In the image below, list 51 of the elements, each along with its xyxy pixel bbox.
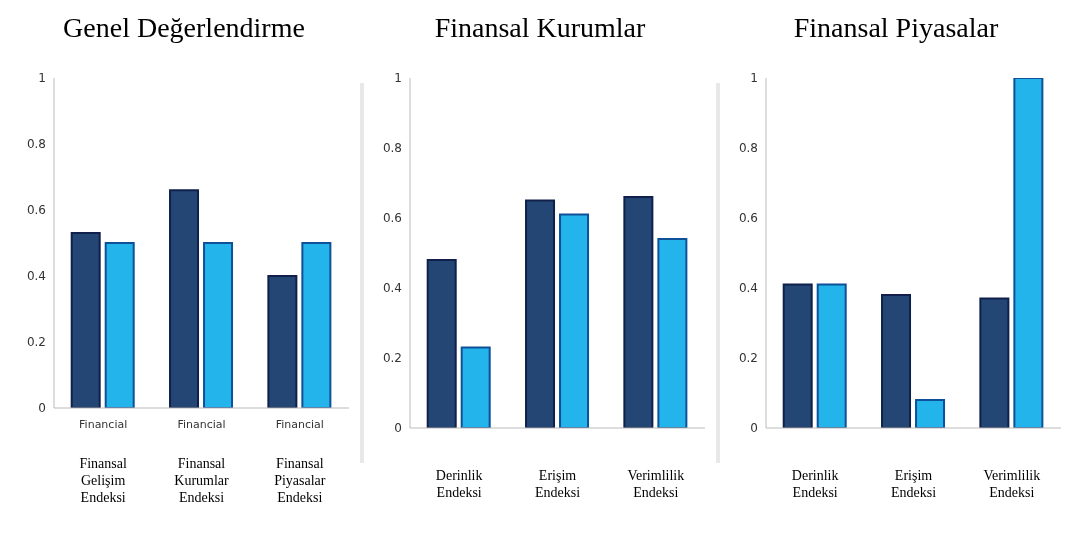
text: Financial (275, 418, 324, 431)
bar (782, 283, 813, 428)
bar (70, 232, 101, 408)
y-tick-label: 0.8 (738, 141, 758, 156)
x-tick-label: Verimlilik Endeksi (627, 468, 685, 500)
y-tick-label: 0.8 (26, 137, 46, 152)
chart-title: Finansal Piyasalar (793, 11, 999, 45)
bar (979, 297, 1010, 428)
x-tick-label: Derinlik Endeksi (435, 468, 483, 500)
y-tick-label: 0 (38, 401, 46, 416)
bar (267, 275, 298, 408)
x-tick-label: Finansal Piyasalar Endeksi (274, 456, 326, 505)
x-tick-label: Erişim Endeksi (534, 468, 581, 500)
bar (915, 399, 946, 428)
y-tick-label: 0.2 (382, 351, 402, 366)
bar (104, 242, 135, 408)
y-tick-label: 0.2 (738, 351, 758, 366)
x-tick-label: Derinlik Endeksi (791, 468, 839, 500)
chart-title: Finansal Kurumlar (434, 11, 646, 45)
bar (301, 242, 332, 408)
x-tick-label: Finansal Kurumlar Endeksi (174, 456, 230, 505)
y-tick-label: 0.8 (382, 141, 402, 156)
bar (525, 199, 556, 428)
y-tick-label: 0.4 (382, 281, 402, 296)
x-tick-label: Verimlilik Endeksi (983, 468, 1041, 500)
bar (657, 238, 688, 428)
bar (623, 196, 654, 428)
bar (1013, 78, 1044, 428)
x-tick-label: Erişim Endeksi (890, 468, 937, 500)
text: Financial (79, 418, 128, 431)
bar (169, 189, 200, 408)
bar (559, 213, 590, 428)
x-tick-label: Finansal Gelişim Endeksi (79, 456, 127, 505)
y-tick-label: 0.4 (738, 281, 758, 296)
y-tick-label: 0.6 (738, 211, 758, 226)
text: Financial (177, 418, 226, 431)
bar (460, 346, 491, 428)
y-tick-label: 0.6 (26, 203, 46, 218)
chart-title: Genel Değerlendirme (63, 11, 305, 45)
y-tick-label: 0 (750, 421, 758, 436)
y-tick-label: 0.4 (26, 269, 46, 284)
y-tick-label: 0 (394, 421, 402, 436)
bar (203, 242, 234, 408)
y-tick-label: 1 (750, 71, 758, 86)
bar (816, 283, 847, 428)
y-tick-label: 0.6 (382, 211, 402, 226)
y-tick-label: 1 (394, 71, 402, 86)
y-tick-label: 1 (38, 71, 46, 86)
bar (881, 294, 912, 428)
bar (426, 259, 457, 428)
y-tick-label: 0.2 (26, 335, 46, 350)
